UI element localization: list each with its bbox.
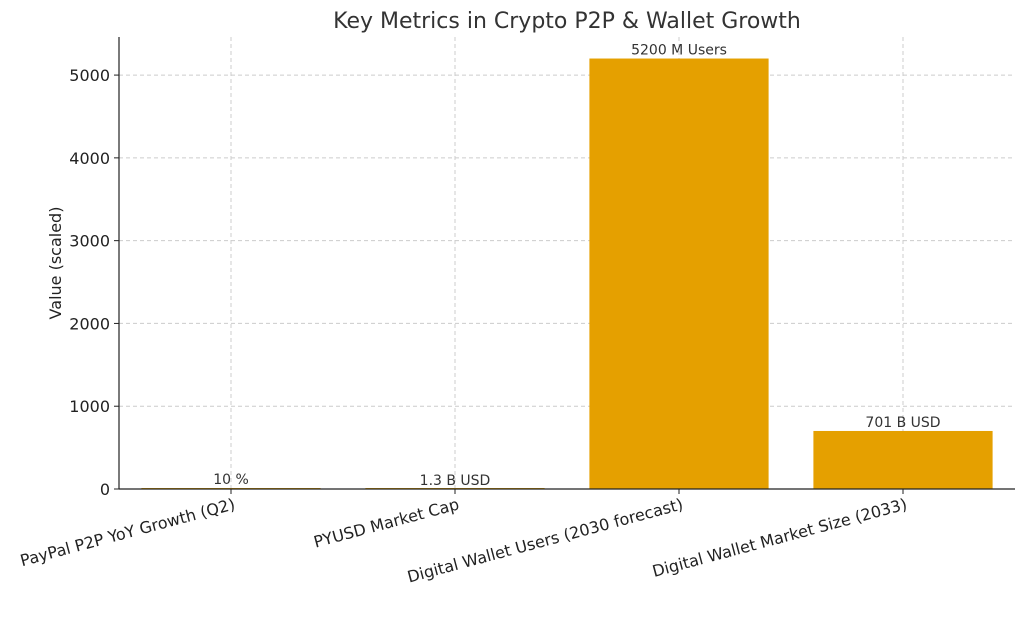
chart-title: Key Metrics in Crypto P2P & Wallet Growt… — [333, 9, 801, 34]
y-tick-label: 4000 — [69, 149, 110, 168]
data-label: 5200 M Users — [631, 43, 727, 59]
data-label: 1.3 B USD — [420, 473, 491, 489]
bars — [141, 58, 993, 490]
axes — [118, 37, 1015, 490]
bar — [589, 58, 769, 490]
x-tick-label: PYUSD Market Cap — [312, 495, 461, 552]
x-tick-label: PayPal P2P YoY Growth (Q2) — [18, 495, 237, 571]
x-tick-label: Digital Wallet Market Size (2033) — [650, 495, 909, 581]
grid — [119, 37, 1015, 490]
data-label: 701 B USD — [865, 415, 940, 431]
x-ticks: PayPal P2P YoY Growth (Q2) PYUSD Market C… — [18, 489, 909, 587]
y-ticks: 0 1000 2000 3000 4000 5000 — [69, 66, 119, 499]
y-tick-label: 1000 — [69, 397, 110, 416]
bar — [813, 430, 993, 489]
data-label: 10 % — [213, 472, 249, 488]
y-tick-label: 0 — [100, 480, 110, 499]
data-labels: 10 % 1.3 B USD 5200 M Users 701 B USD — [213, 43, 940, 489]
y-tick-label: 2000 — [69, 314, 110, 333]
y-axis-label: Value (scaled) — [46, 207, 65, 320]
y-tick-label: 3000 — [69, 232, 110, 251]
y-tick-label: 5000 — [69, 66, 110, 85]
